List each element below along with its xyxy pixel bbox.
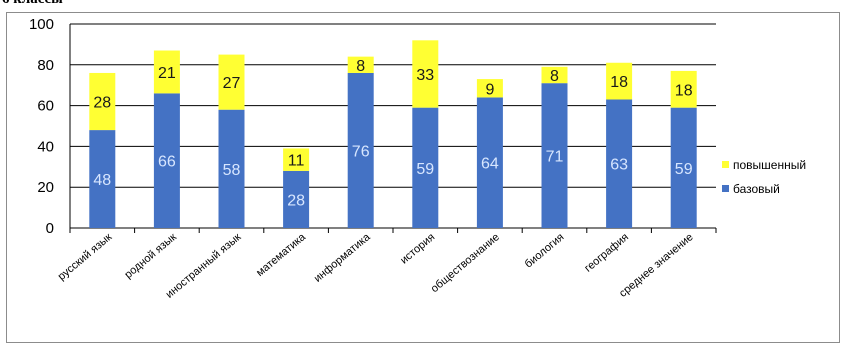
bar-базовый bbox=[412, 107, 439, 228]
category-label: история bbox=[398, 231, 437, 267]
data-label-повышенный: 28 bbox=[93, 95, 111, 112]
data-label-базовый: 64 bbox=[481, 156, 499, 173]
data-label-базовый: 48 bbox=[93, 172, 111, 189]
data-label-базовый: 66 bbox=[158, 154, 176, 171]
data-label-базовый: 71 bbox=[546, 149, 564, 166]
data-label-базовый: 59 bbox=[416, 161, 434, 178]
bar-базовый bbox=[606, 99, 633, 228]
data-label-повышенный: 33 bbox=[416, 67, 434, 84]
category-label: география bbox=[582, 231, 631, 275]
bar-повышенный bbox=[476, 79, 503, 98]
category-label: биология bbox=[523, 231, 567, 270]
bar-базовый bbox=[541, 83, 568, 228]
bar-базовый bbox=[283, 170, 310, 228]
data-label-повышенный: 8 bbox=[550, 68, 559, 85]
data-label-повышенный: 18 bbox=[675, 82, 693, 99]
data-label-повышенный: 18 bbox=[610, 74, 628, 91]
bar-повышенный bbox=[670, 70, 697, 108]
category-label: математика bbox=[254, 231, 309, 279]
bar-повышенный bbox=[153, 50, 180, 94]
legend-label: повышенный bbox=[733, 158, 806, 172]
data-label-базовый: 63 bbox=[610, 157, 628, 174]
data-label-базовый: 28 bbox=[287, 192, 305, 209]
chart-caption: 6 классы bbox=[2, 0, 63, 8]
y-tick-label: 20 bbox=[37, 179, 54, 196]
bar-повышенный bbox=[283, 148, 310, 171]
legend-swatch bbox=[722, 161, 729, 168]
category-label: информатика bbox=[312, 231, 373, 285]
data-label-повышенный: 9 bbox=[485, 81, 494, 98]
bar-повышенный bbox=[218, 54, 245, 110]
data-label-базовый: 76 bbox=[352, 143, 370, 160]
legend-label: базовый bbox=[733, 182, 780, 196]
bar-базовый bbox=[476, 97, 503, 228]
bar-базовый bbox=[153, 93, 180, 228]
data-label-повышенный: 27 bbox=[223, 75, 241, 92]
bar-повышенный bbox=[606, 62, 633, 100]
bar-базовый bbox=[89, 130, 116, 228]
data-label-повышенный: 8 bbox=[356, 58, 365, 75]
bar-повышенный bbox=[412, 40, 439, 108]
bar-базовый bbox=[218, 109, 245, 228]
data-label-повышенный: 11 bbox=[288, 153, 305, 170]
bar-базовый bbox=[670, 107, 697, 228]
y-tick-label: 0 bbox=[46, 220, 54, 237]
category-label: русский язык bbox=[56, 231, 115, 283]
bar-повышенный bbox=[89, 72, 116, 131]
data-label-базовый: 58 bbox=[223, 162, 241, 179]
bar-повышенный bbox=[541, 66, 568, 84]
legend-swatch bbox=[722, 185, 729, 192]
bar-базовый bbox=[347, 72, 374, 229]
y-tick-label: 40 bbox=[37, 138, 54, 155]
y-tick-label: 80 bbox=[37, 57, 54, 74]
y-tick-label: 60 bbox=[37, 98, 54, 115]
category-label: родной язык bbox=[122, 231, 179, 281]
data-label-базовый: 59 bbox=[675, 161, 693, 178]
y-tick-label: 100 bbox=[29, 16, 54, 33]
bar-повышенный bbox=[347, 56, 374, 73]
data-label-повышенный: 21 bbox=[158, 65, 176, 82]
category-label: обществознание bbox=[429, 231, 502, 295]
